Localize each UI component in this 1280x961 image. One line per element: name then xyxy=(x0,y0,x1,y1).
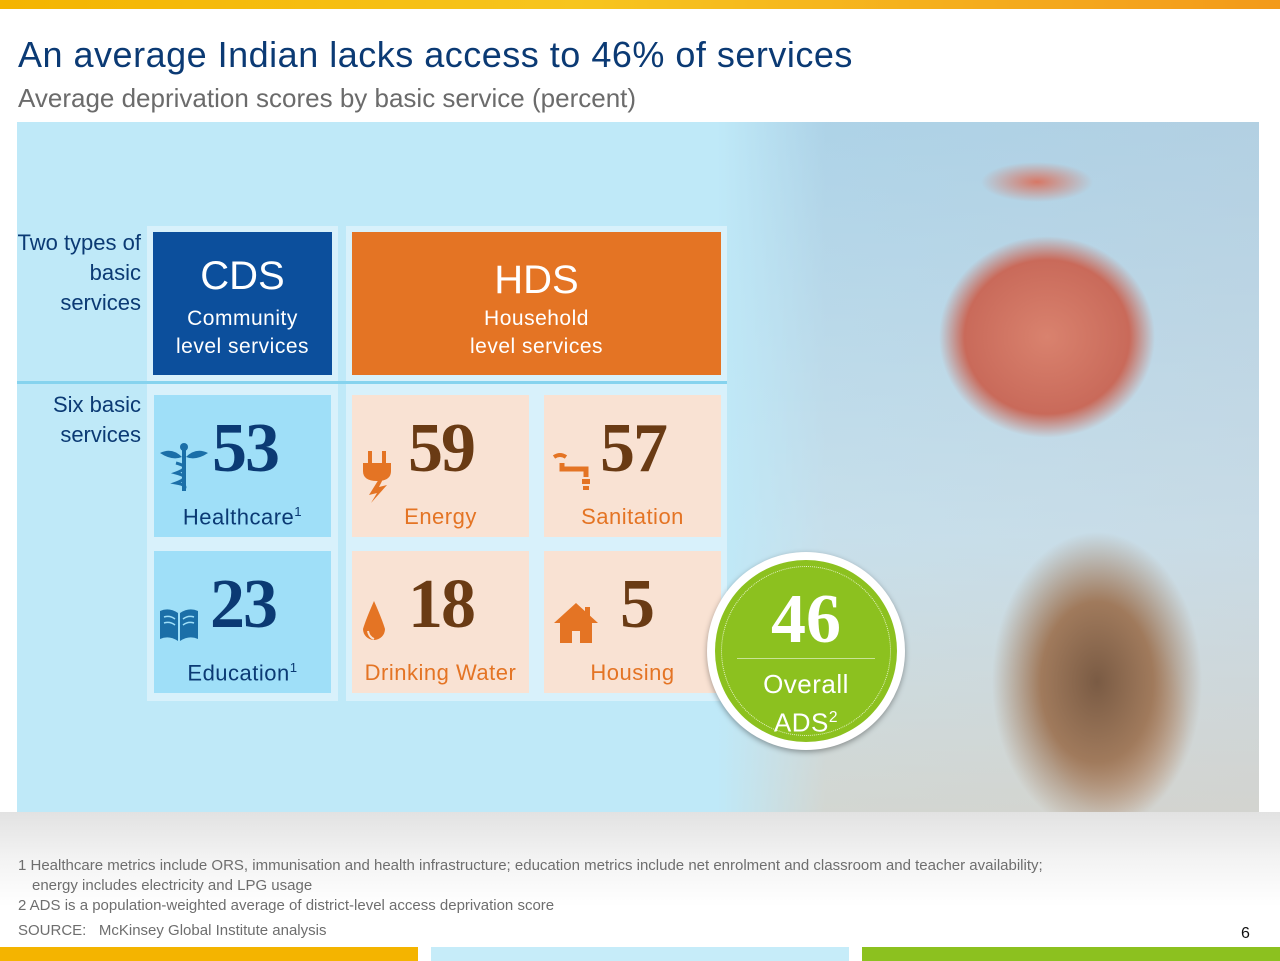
energy-score: 59 xyxy=(408,410,476,487)
top-accent-bar xyxy=(0,0,1280,9)
sanitation-score: 57 xyxy=(600,410,668,487)
hds-line1: Household xyxy=(484,307,589,330)
overall-sublabel: ADS2 xyxy=(715,701,897,740)
ads-text: ADS xyxy=(773,707,829,738)
tile-education: 23 Education1 xyxy=(154,551,331,693)
hds-abbr: HDS xyxy=(494,258,579,302)
overall-ads-circle: 46 Overall ADS2 xyxy=(715,560,897,742)
education-name: Education xyxy=(187,660,290,686)
hds-line2: level services xyxy=(469,335,604,358)
badge-divider xyxy=(737,658,875,659)
footer-background xyxy=(0,812,1280,947)
drinking-water-score: 18 xyxy=(408,566,476,643)
page-title: An average Indian lacks access to 46% of… xyxy=(18,34,853,75)
housing-label: Housing xyxy=(590,660,675,685)
book-icon xyxy=(160,609,198,641)
tile-housing: 5 Housing xyxy=(544,551,721,693)
cds-abbr: CDS xyxy=(200,254,285,298)
row-divider xyxy=(17,381,727,384)
source-line: SOURCE: McKinsey Global Institute analys… xyxy=(18,922,326,939)
tile-energy: 59 Energy xyxy=(352,395,529,537)
pipe-icon xyxy=(552,453,590,490)
row-label-types-text: Two types of basic services xyxy=(17,230,141,315)
page-number: 6 xyxy=(1241,925,1250,942)
overall-label: Overall ADS2 xyxy=(715,668,897,740)
house-icon xyxy=(554,603,598,643)
bottom-bar-blue xyxy=(431,947,849,961)
ads-footnote: 2 xyxy=(828,709,839,726)
water-drop-icon xyxy=(363,601,385,640)
page-subtitle: Average deprivation scores by basic serv… xyxy=(18,83,637,113)
housing-score: 5 xyxy=(620,566,655,643)
healthcare-label: Healthcare1 xyxy=(154,504,331,530)
source-text: McKinsey Global Institute analysis xyxy=(98,922,327,939)
education-label: Education1 xyxy=(154,660,331,686)
row-label-types: Two types of basic services xyxy=(17,228,141,318)
overall-label-text: Overall xyxy=(763,669,849,699)
tile-drinking-water: 18 Drinking Water xyxy=(352,551,529,693)
cds-line1: Community xyxy=(187,307,298,330)
energy-label: Energy xyxy=(404,504,477,529)
bottom-bar-yellow xyxy=(0,947,418,961)
bottom-bar-green xyxy=(862,947,1280,961)
footnote-2: 2 ADS is a population-weighted average o… xyxy=(18,897,555,914)
row-label-services-text: Six basic services xyxy=(52,392,141,447)
healthcare-footnote: 1 xyxy=(294,504,303,519)
source-label: SOURCE: xyxy=(18,922,87,939)
overall-ads-badge: 46 Overall ADS2 xyxy=(707,552,905,750)
healthcare-name: Healthcare xyxy=(182,504,295,530)
cds-header-box: CDS Community level services xyxy=(153,232,332,375)
footnote-1-line-1: 1 Healthcare metrics include ORS, immuni… xyxy=(18,857,1043,874)
row-label-services: Six basic services xyxy=(17,390,141,450)
education-score: 23 xyxy=(210,566,278,643)
cds-line2: level services xyxy=(175,335,310,358)
healthcare-score: 53 xyxy=(212,410,280,487)
drinking-water-label: Drinking Water xyxy=(364,660,517,685)
education-footnote: 1 xyxy=(289,660,298,675)
overall-score: 46 xyxy=(771,581,841,658)
hds-header-box: HDS Household level services xyxy=(352,232,721,375)
tile-healthcare: 53 Healthcare1 xyxy=(154,395,331,537)
caduceus-icon xyxy=(160,443,208,491)
footnote-1-line-2: energy includes electricity and LPG usag… xyxy=(32,877,313,894)
badge-dotted-ring xyxy=(721,566,891,736)
infographic-panel: Two types of basic services Six basic se… xyxy=(17,122,1259,812)
plug-icon xyxy=(363,451,391,503)
tile-sanitation: 57 Sanitation xyxy=(544,395,721,537)
sanitation-label: Sanitation xyxy=(581,504,684,529)
